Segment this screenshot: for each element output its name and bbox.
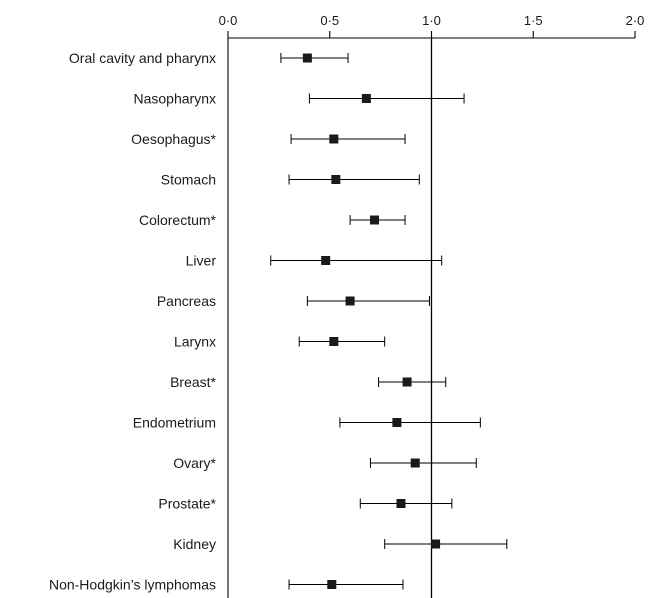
category-label: Larynx	[174, 334, 216, 350]
category-label: Kidney	[173, 536, 216, 552]
category-label: Prostate*	[158, 496, 216, 512]
x-tick-label: 0·5	[320, 13, 339, 28]
point-estimate	[431, 539, 441, 549]
category-label: Oesophagus*	[131, 131, 216, 147]
point-estimate	[345, 296, 355, 306]
point-estimate	[410, 458, 420, 468]
category-label: Nasopharynx	[134, 91, 217, 107]
category-label: Non-Hodgkin’s lymphomas	[49, 577, 216, 593]
point-estimate	[329, 134, 339, 144]
x-tick-label: 2·0	[626, 13, 645, 28]
confidence-intervals	[270, 53, 508, 590]
category-label: Colorectum*	[139, 212, 217, 228]
category-label: Oral cavity and pharynx	[69, 50, 216, 66]
category-label: Stomach	[161, 172, 216, 188]
category-label: Endometrium	[133, 415, 216, 431]
x-tick-label: 1·5	[524, 13, 543, 28]
point-estimate	[396, 499, 406, 508]
point-estimate	[370, 215, 380, 225]
category-labels: Oral cavity and pharynx Nasopharynx Oesoph…	[49, 50, 217, 593]
category-label: Ovary*	[173, 455, 216, 471]
x-axis: 0·0 0·5 1·0 1·5 2·0	[219, 13, 645, 598]
point-estimate	[392, 418, 402, 427]
point-estimates	[302, 53, 441, 589]
point-estimate	[302, 53, 312, 63]
point-estimate	[361, 94, 371, 103]
category-label: Liver	[186, 253, 217, 269]
point-estimate	[331, 175, 341, 184]
x-tick-label: 0·0	[219, 13, 238, 28]
point-estimate	[327, 580, 337, 589]
category-label: Pancreas	[157, 293, 216, 309]
x-tick-label: 1·0	[422, 13, 441, 28]
point-estimate	[402, 377, 412, 387]
point-estimate	[321, 256, 331, 265]
point-estimate	[329, 337, 339, 346]
category-label: Breast*	[170, 374, 216, 390]
